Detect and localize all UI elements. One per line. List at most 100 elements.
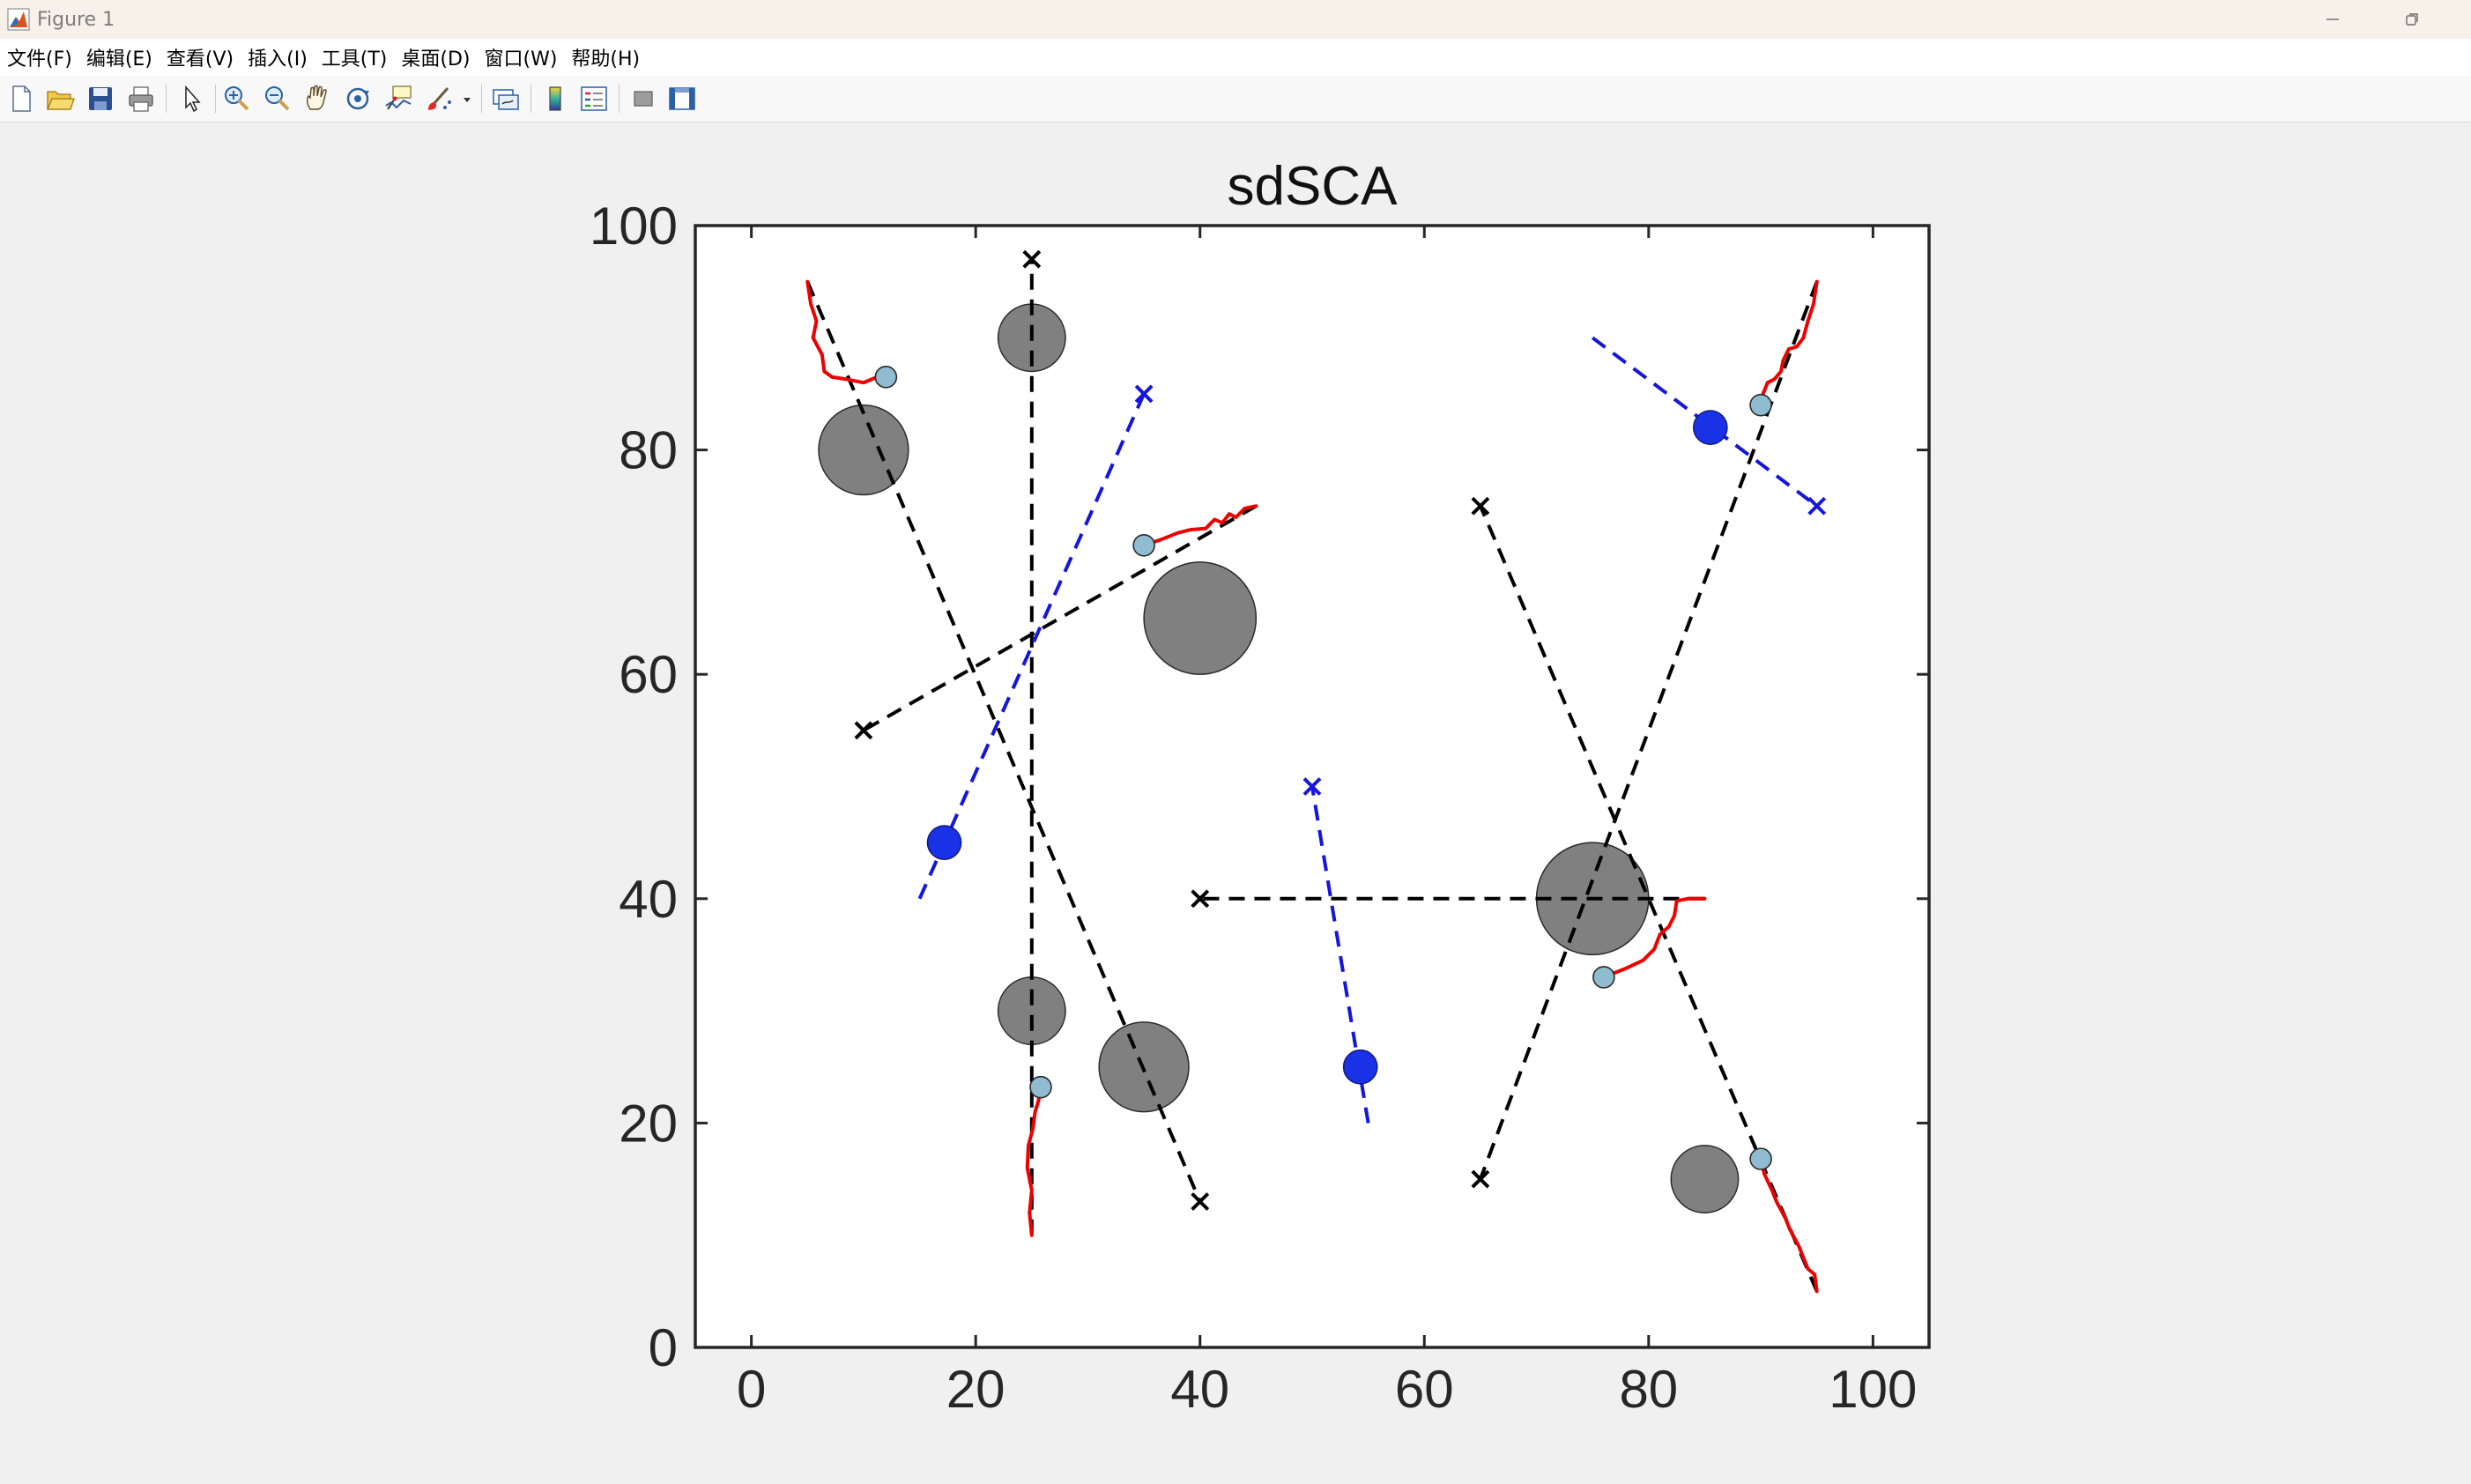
black-reference-path bbox=[805, 280, 1202, 1203]
agent-trajectories bbox=[805, 279, 1819, 1294]
agent-marker bbox=[1132, 534, 1155, 557]
trajectory-line bbox=[1759, 279, 1819, 407]
menu-window[interactable]: 窗口(W) bbox=[484, 48, 558, 70]
new-figure-button[interactable] bbox=[5, 83, 37, 115]
y-tick-label: 0 bbox=[649, 1318, 678, 1377]
pan-button[interactable] bbox=[301, 83, 333, 115]
new-figure-icon bbox=[12, 85, 31, 112]
agent-marker bbox=[874, 366, 898, 389]
colorbar-icon bbox=[549, 86, 561, 111]
agent-marker bbox=[1592, 966, 1615, 989]
trajectory-line bbox=[1601, 896, 1707, 979]
x-tick-label: 40 bbox=[1170, 1360, 1229, 1419]
blue-goal-marker bbox=[1134, 384, 1154, 404]
legend-icon bbox=[581, 86, 607, 111]
figure-toolbar bbox=[0, 76, 2471, 122]
trajectory-line bbox=[805, 279, 888, 385]
window-titlebar: Figure 1 bbox=[0, 0, 2471, 39]
edit-plot-button[interactable] bbox=[176, 83, 208, 115]
brush-button[interactable] bbox=[423, 83, 455, 115]
y-tick-label: 100 bbox=[590, 197, 678, 256]
obstacle-circle bbox=[1143, 561, 1258, 675]
x-tick-label: 20 bbox=[946, 1360, 1005, 1419]
moving-obstacles bbox=[926, 410, 1728, 1085]
blue-obstacle-path bbox=[917, 393, 1146, 900]
save-button[interactable] bbox=[85, 83, 116, 115]
black-goal-marker bbox=[1471, 496, 1490, 516]
edit-plot-icon bbox=[185, 85, 201, 113]
link-plot-button[interactable] bbox=[490, 83, 522, 115]
moving-obstacle bbox=[1342, 1049, 1378, 1085]
minimize-icon bbox=[2326, 19, 2339, 20]
brush-dropdown-button[interactable] bbox=[460, 83, 474, 115]
menu-view[interactable]: 查看(V) bbox=[166, 48, 234, 70]
zoom-out-button[interactable] bbox=[261, 83, 293, 115]
agent-marker bbox=[1749, 1147, 1772, 1170]
window-title: Figure 1 bbox=[37, 8, 115, 31]
menu-bar: 文件(F) 编辑(E) 查看(V) 插入(I) 工具(T) 桌面(D) 窗口(W… bbox=[0, 39, 2471, 76]
print-icon bbox=[129, 86, 153, 112]
axis-ticks: 0 20 40 60 80 100 0 20 40 60 80 100 bbox=[590, 197, 1929, 1419]
save-icon bbox=[89, 87, 112, 110]
plot-svg: sdSCA 0 20 40 60 80 100 0 20 40 60 80 100 bbox=[590, 156, 1931, 1419]
insert-colorbar-button[interactable] bbox=[539, 83, 571, 115]
figure-canvas: sdSCA 0 20 40 60 80 100 0 20 40 60 80 100 bbox=[0, 122, 2471, 1484]
blue-goal-marker bbox=[1807, 496, 1827, 516]
pan-icon bbox=[306, 85, 327, 110]
menu-file[interactable]: 文件(F) bbox=[7, 48, 72, 70]
hide-plot-tools-button[interactable] bbox=[627, 83, 659, 115]
agent-marker bbox=[1749, 393, 1772, 417]
chart-title: sdSCA bbox=[1228, 156, 1399, 217]
open-file-button[interactable] bbox=[44, 83, 76, 115]
y-tick-label: 80 bbox=[619, 421, 678, 480]
x-tick-label: 0 bbox=[737, 1360, 766, 1419]
blue-goal-marker bbox=[1302, 777, 1322, 796]
zoom-in-icon bbox=[225, 86, 249, 111]
menu-help[interactable]: 帮助(H) bbox=[571, 48, 641, 70]
black-goal-marker bbox=[854, 721, 873, 740]
restore-icon bbox=[2406, 13, 2418, 26]
matlab-app-icon bbox=[7, 8, 30, 31]
menu-desktop[interactable]: 桌面(D) bbox=[401, 48, 471, 70]
moving-obstacle bbox=[926, 825, 962, 860]
y-tick-label: 40 bbox=[619, 870, 678, 929]
menu-tools[interactable]: 工具(T) bbox=[321, 48, 388, 70]
path-goal-markers bbox=[854, 249, 1827, 1211]
show-plot-tools-button[interactable] bbox=[666, 83, 698, 115]
black-reference-path bbox=[1479, 280, 1819, 1180]
link-plot-icon bbox=[493, 89, 519, 110]
restore-button[interactable] bbox=[2386, 0, 2438, 39]
zoom-in-button[interactable] bbox=[220, 83, 252, 115]
insert-legend-button[interactable] bbox=[578, 83, 610, 115]
x-tick-label: 80 bbox=[1619, 1360, 1678, 1419]
menu-insert[interactable]: 插入(I) bbox=[248, 48, 308, 70]
data-cursor-button[interactable] bbox=[382, 83, 414, 115]
moving-obstacle bbox=[1692, 410, 1728, 445]
obstacle-circle bbox=[818, 404, 909, 496]
obstacle-circle bbox=[1670, 1145, 1740, 1213]
menu-edit[interactable]: 编辑(E) bbox=[85, 48, 152, 70]
black-goal-marker bbox=[1191, 889, 1210, 909]
black-goal-marker bbox=[1471, 1169, 1490, 1189]
agent-marker bbox=[1029, 1075, 1052, 1099]
black-goal-marker bbox=[1191, 1192, 1210, 1211]
brush-dropdown-icon bbox=[464, 98, 471, 102]
rotate-3d-icon bbox=[346, 87, 369, 110]
minimize-button[interactable] bbox=[2306, 0, 2359, 39]
zoom-out-icon bbox=[265, 86, 290, 111]
trajectory-line bbox=[1025, 1085, 1043, 1237]
print-button[interactable] bbox=[125, 83, 157, 115]
black-goal-marker bbox=[1022, 249, 1042, 269]
show-plot-tools-icon bbox=[669, 87, 695, 110]
axes-frame bbox=[694, 224, 1931, 1349]
brush-icon bbox=[428, 87, 451, 110]
rotate-3d-button[interactable] bbox=[342, 83, 374, 115]
trajectory-line bbox=[1759, 1157, 1819, 1294]
obstacle-circle bbox=[997, 976, 1066, 1046]
hide-plot-tools-icon bbox=[634, 91, 653, 107]
data-cursor-icon bbox=[385, 85, 412, 110]
y-tick-label: 60 bbox=[619, 645, 678, 704]
y-tick-label: 20 bbox=[619, 1094, 678, 1153]
x-tick-label: 100 bbox=[1829, 1360, 1917, 1419]
trajectory-line bbox=[1142, 504, 1258, 547]
